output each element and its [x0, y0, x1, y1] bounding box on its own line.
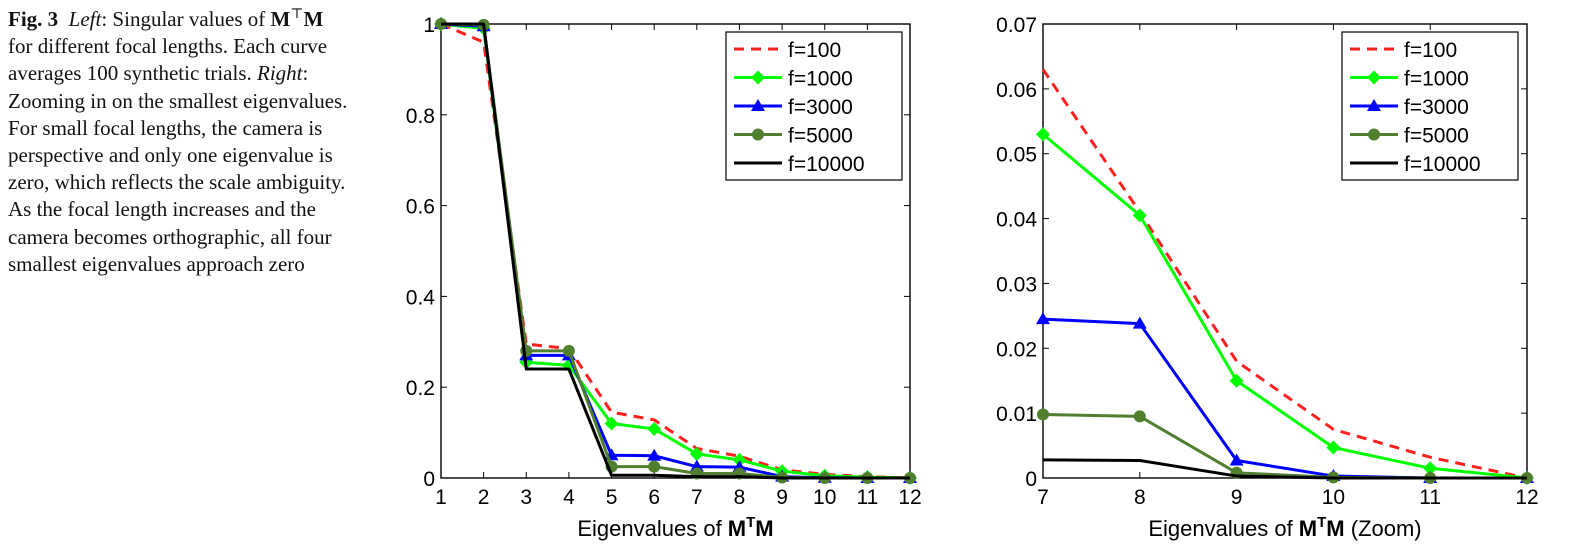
- data-point-f1000: [647, 421, 662, 436]
- y-tick-label: 0.8: [406, 105, 435, 128]
- chart-2: 7 8 9 10 11 12 0 0.01 0.02 0.03 0.04 0.05 0.06 0.07 Ei…: [996, 14, 1539, 541]
- y-tick-label: 0.4: [406, 286, 436, 309]
- series-line-f3000: [1042, 317, 1527, 480]
- caption-text-1: : Singular values of: [101, 7, 266, 31]
- caption-matrix-m: M: [270, 7, 291, 31]
- data-point-f3000: [647, 448, 662, 461]
- y-tick-label: 0: [1025, 468, 1037, 491]
- x-axis-label: Eigenvalues of MTM: [577, 514, 773, 541]
- chart-1: 1 2 3 4 5 6 7 8 9 10 11 1200.20.40.60.81Eigenvalues…: [406, 14, 922, 541]
- y-tick-label: 0.06: [996, 79, 1037, 102]
- data-point-f5000: [648, 460, 661, 473]
- legend-label-f5000: f=5000: [1404, 125, 1469, 148]
- y-tick-label: 1: [423, 14, 435, 37]
- legend-label-f3000: f=3000: [1404, 96, 1469, 119]
- y-tick-label: 0.05: [996, 144, 1037, 167]
- legend-label-f100: f=100: [788, 39, 841, 62]
- legend-label-f5000: f=5000: [788, 125, 853, 148]
- y-tick-label: 0.04: [996, 209, 1037, 232]
- caption-right-label: Right: [257, 61, 303, 86]
- series-f100: [1041, 68, 1528, 480]
- y-tick-label: 0.01: [996, 403, 1037, 426]
- legend-marker-f3000: [751, 99, 765, 111]
- data-point-f5000: [1133, 410, 1146, 423]
- x-tick-label: 8: [734, 486, 746, 509]
- x-tick-label: 7: [691, 486, 703, 509]
- data-point-f1000: [689, 446, 704, 461]
- figure-caption: Fig. 3 Left: Singular values of M⊤M for …: [8, 6, 348, 278]
- data-point-f1000: [1326, 440, 1341, 455]
- series-line-f10000: [1042, 458, 1527, 480]
- legend-marker-f1000: [1367, 70, 1381, 85]
- legend-marker-f5000: [752, 128, 764, 141]
- x-tick-label: 12: [1515, 486, 1538, 509]
- figure-number: Fig. 3: [8, 7, 59, 31]
- data-point-f1000: [1229, 373, 1244, 388]
- data-point-f5000: [1037, 408, 1049, 421]
- caption-left-label: Left: [68, 7, 102, 31]
- caption-text-3: : Zooming in on the smallest eigenvalues…: [8, 61, 348, 276]
- x-tick-label: 11: [1419, 486, 1441, 509]
- y-tick-label: 0.02: [996, 338, 1037, 361]
- legend-label-f1000: f=1000: [788, 68, 853, 91]
- legend-label-f1000: f=1000: [1404, 68, 1469, 91]
- data-point-f5000: [562, 344, 575, 357]
- legend-label-f3000: f=3000: [788, 96, 853, 119]
- legend-marker-f1000: [751, 70, 765, 85]
- data-point-f1000: [604, 416, 619, 431]
- series-f10000: [1042, 458, 1527, 480]
- legend-marker-f3000: [1367, 99, 1381, 111]
- caption-matrix-transpose: ⊤: [290, 7, 304, 22]
- legend: f=100 f=1000 f=3000 f=5000 f=10000: [725, 31, 903, 181]
- plot-frame: [440, 23, 911, 479]
- data-point-f1000: [1423, 461, 1438, 476]
- x-tick-label: 9: [776, 486, 788, 509]
- x-axis-label: Eigenvalues of MTM (Zoom): [1148, 514, 1421, 541]
- data-point-f3000: [1036, 312, 1050, 325]
- data-point-f3000: [1229, 453, 1244, 466]
- y-tick-label: 0.07: [996, 14, 1037, 37]
- legend-marker-f5000: [1368, 128, 1380, 141]
- data-point-f1000: [1132, 208, 1147, 223]
- x-tick-label: 4: [563, 486, 575, 509]
- x-tick-label: 1: [435, 486, 447, 509]
- x-tick-label: 3: [520, 486, 532, 509]
- caption-text-2: for different focal lengths. Each curve …: [8, 34, 328, 86]
- y-tick-label: 0.03: [996, 273, 1037, 296]
- x-tick-label: 10: [1322, 486, 1345, 509]
- series-line-f100: [1041, 68, 1528, 480]
- x-tick-label: 2: [478, 486, 490, 509]
- series-f10000: [441, 22, 910, 480]
- series-f3000: [1036, 312, 1534, 483]
- series-line-f1000: [1042, 133, 1528, 480]
- data-point-f1000: [732, 452, 747, 467]
- x-tick-label: 6: [648, 486, 660, 509]
- data-point-f3000: [1132, 316, 1147, 329]
- x-tick-label: 7: [1037, 486, 1049, 509]
- series-f1000: [1036, 127, 1534, 485]
- y-tick-label: 0.6: [406, 196, 435, 219]
- legend-label-f10000: f=10000: [1404, 153, 1481, 176]
- x-tick-label: 5: [606, 486, 618, 509]
- y-tick-label: 0.2: [406, 377, 435, 400]
- legend-label-f100: f=100: [1404, 39, 1457, 62]
- x-tick-label: 12: [898, 486, 921, 509]
- data-point-f1000: [1036, 127, 1050, 142]
- series-line-f10000: [441, 22, 910, 480]
- caption-matrix-m2: M: [303, 7, 324, 31]
- x-tick-label: 11: [856, 486, 878, 509]
- x-tick-label: 8: [1134, 486, 1146, 509]
- legend-label-f10000: f=10000: [788, 153, 865, 176]
- series-f5000: [1037, 408, 1533, 484]
- legend: f=100 f=1000 f=3000 f=5000 f=10000: [1341, 31, 1519, 181]
- y-tick-label: 0: [423, 468, 435, 491]
- x-tick-label: 9: [1231, 486, 1243, 509]
- x-tick-label: 10: [813, 486, 836, 509]
